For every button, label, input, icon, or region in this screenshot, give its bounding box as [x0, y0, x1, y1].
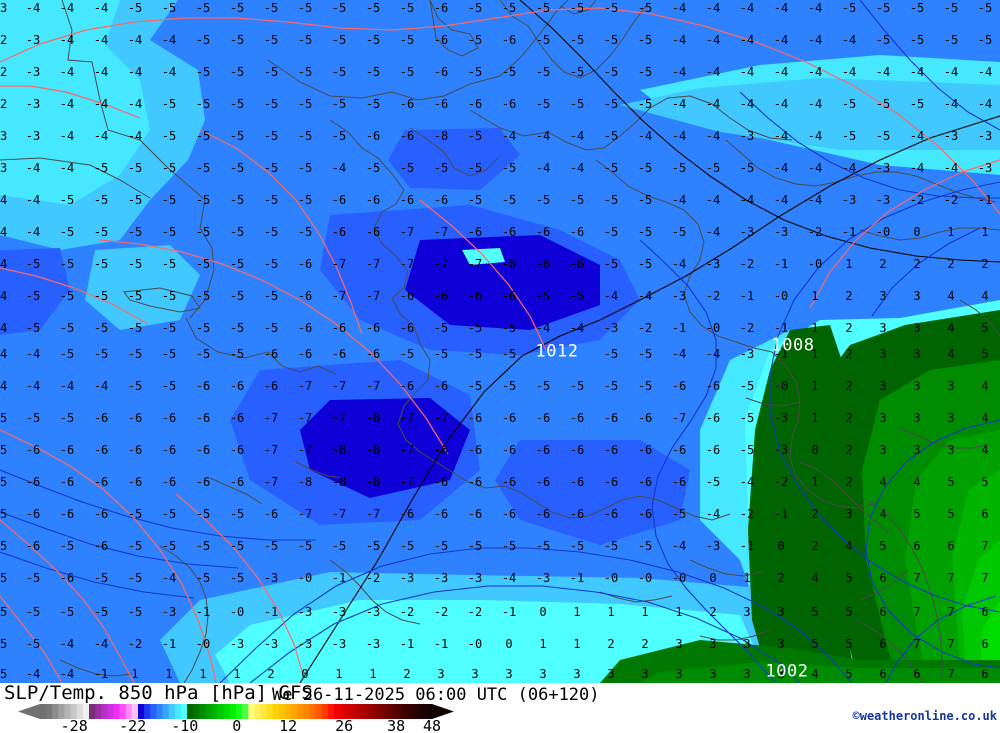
copyright-notice: ©weatheronline.co.uk [852, 709, 998, 723]
color-scale-swatch [107, 704, 115, 719]
temp-band-deep-a [388, 128, 520, 190]
color-scale-swatch [291, 704, 298, 719]
color-scale-swatch [383, 704, 390, 719]
color-scale-swatch [211, 704, 219, 719]
color-scale-swatch [419, 704, 427, 719]
color-scale-swatch [358, 704, 366, 719]
color-scale-swatch [119, 704, 127, 719]
temp-band-deep-g [0, 248, 70, 335]
color-scale-swatch [174, 704, 182, 719]
color-scale-swatch [401, 704, 409, 719]
temp-band-cyan-left2 [0, 0, 150, 205]
color-scale-swatch [162, 704, 170, 719]
color-scale-swatch [46, 704, 53, 719]
color-scale-swatch [113, 704, 121, 719]
color-scale-swatch [352, 704, 360, 719]
temp-band-deep-c [405, 235, 600, 330]
color-scale-swatch [193, 704, 200, 719]
color-scale-swatch [101, 704, 108, 719]
color-scale-swatch [425, 704, 433, 719]
color-scale-swatch [376, 704, 384, 719]
temp-band-deep-e [300, 398, 470, 498]
color-scale-swatch [76, 704, 84, 719]
temp-band-deep-f [495, 440, 690, 545]
color-scale-swatch [395, 704, 402, 719]
color-scale-swatch [95, 704, 102, 719]
color-scale-swatch [156, 704, 164, 719]
temp-band-green-dark2 [748, 325, 852, 683]
temp-band-cyan-ne2 [620, 78, 1000, 150]
color-scale-swatch [187, 704, 194, 719]
color-scale-swatch [309, 704, 317, 719]
weather-map-canvas[interactable]: -3-4-4-4-5-5-5-5-5-5-5-5-5-6-5-5-5-5-5-5… [0, 0, 1000, 683]
color-scale-swatch [180, 704, 188, 719]
color-scale-swatch [217, 704, 225, 719]
color-scale-swatch [82, 704, 90, 719]
color-scale-swatch [58, 704, 66, 719]
color-scale-swatch [236, 704, 243, 719]
color-scale-swatch [40, 704, 47, 719]
color-scale-swatch [272, 704, 280, 719]
temp-pocket-green [776, 606, 832, 638]
color-scale-swatch [131, 704, 139, 719]
color-scale-swatch [315, 704, 323, 719]
color-scale-swatch [223, 704, 231, 719]
color-scale-swatch [278, 704, 286, 719]
color-scale-swatch [150, 704, 157, 719]
color-scale-swatch [254, 704, 262, 719]
color-scale-bar[interactable] [18, 704, 454, 719]
color-scale-swatch [297, 704, 304, 719]
color-scale-swatch [340, 704, 347, 719]
color-scale-swatch [138, 704, 145, 719]
color-scale-swatch [64, 704, 72, 719]
color-scale-swatch [334, 704, 341, 719]
color-scale-swatch [52, 704, 59, 719]
temp-island-cyan-a [85, 245, 200, 330]
color-scale-swatch [364, 704, 372, 719]
product-title: SLP/Temp. 850 hPa [hPa] GFS [4, 682, 313, 704]
temp-band-green-se2 [640, 662, 1000, 683]
color-scale-swatch [70, 704, 78, 719]
color-scale-swatch [229, 704, 237, 719]
thickness-line-layer [0, 7, 1000, 683]
footer-bar: SLP/Temp. 850 hPa [hPa] GFS We 26-11-202… [0, 682, 1000, 733]
scale-arrow-left [18, 704, 40, 719]
color-scale-swatch [285, 704, 292, 719]
color-scale-swatch [125, 704, 133, 719]
color-scale-swatch [168, 704, 176, 719]
scale-arrow-right [432, 704, 454, 719]
color-scale-swatch [266, 704, 274, 719]
color-scale-swatch [260, 704, 268, 719]
color-scale-swatch [144, 704, 151, 719]
coastline-layer [0, 0, 1000, 683]
color-scale-graphic [18, 704, 454, 719]
color-scale-swatch [389, 704, 396, 719]
color-scale-swatch [89, 704, 96, 719]
color-scale-swatch [413, 704, 421, 719]
color-scale-swatch [327, 704, 335, 719]
color-scale-swatch [407, 704, 415, 719]
model-run-timestamp: We 26-11-2025 06:00 UTC (06+120) [272, 685, 600, 705]
color-scale-swatch [303, 704, 311, 719]
map-graphics [0, 0, 1000, 683]
color-scale-swatch [205, 704, 213, 719]
isobar-layer [0, 0, 1000, 683]
color-scale-swatch [346, 704, 353, 719]
color-scale-swatch [242, 704, 249, 719]
color-scale-swatch [370, 704, 378, 719]
color-scale-swatch [199, 704, 206, 719]
color-scale-swatch [248, 704, 255, 719]
color-scale-swatch [321, 704, 329, 719]
